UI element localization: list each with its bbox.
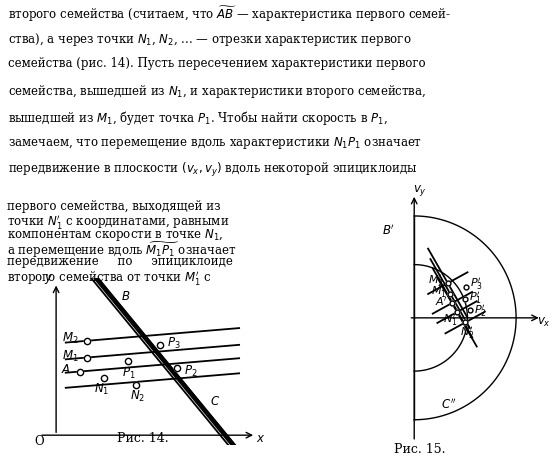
Text: $M_1'$: $M_1'$ xyxy=(431,285,446,300)
Text: $P_1'$: $P_1'$ xyxy=(469,290,482,306)
Text: второго семейства (считаем, что $\widetilde{AB}$ — характеристика первого семей-: второго семейства (считаем, что $\wideti… xyxy=(8,5,451,24)
Text: компонентам скорости в точке $N_1$,: компонентам скорости в точке $N_1$, xyxy=(7,227,223,243)
Text: $v_y$: $v_y$ xyxy=(413,183,427,198)
Text: $P_1$: $P_1$ xyxy=(122,366,135,381)
Text: $v_x$: $v_x$ xyxy=(537,316,551,329)
Text: $N_2$: $N_2$ xyxy=(130,389,146,404)
Text: $A'$: $A'$ xyxy=(436,295,449,308)
Text: семейства, вышедшей из $N_1$, и характеристики второго семейства,: семейства, вышедшей из $N_1$, и характер… xyxy=(8,83,427,100)
Text: $M_2'$: $M_2'$ xyxy=(428,273,444,289)
Text: $B'$: $B'$ xyxy=(382,224,395,238)
Text: $N_2'$: $N_2'$ xyxy=(460,325,475,341)
Text: $M_1$: $M_1$ xyxy=(62,349,79,364)
Text: ства), а через точки $N_1$, $N_2$, ... — отрезки характеристик первого: ства), а через точки $N_1$, $N_2$, ... —… xyxy=(8,31,412,48)
Text: $C$: $C$ xyxy=(210,395,220,408)
Text: $P_2'$: $P_2'$ xyxy=(474,303,487,319)
Text: $M_2$: $M_2$ xyxy=(62,330,79,346)
Text: $N_1'$: $N_1'$ xyxy=(443,312,458,328)
Text: $B$: $B$ xyxy=(122,290,130,302)
Text: точки $N_1'$ с координатами, равными: точки $N_1'$ с координатами, равными xyxy=(7,213,229,231)
Text: $P_3'$: $P_3'$ xyxy=(470,276,483,292)
Text: вышедшей из $M_1$, будет точка $P_1$. Чтобы найти скорость в $P_1$,: вышедшей из $M_1$, будет точка $P_1$. Чт… xyxy=(8,109,388,127)
Text: передвижение     по     эпициклоиде: передвижение по эпициклоиде xyxy=(7,255,233,268)
Text: $P_2$: $P_2$ xyxy=(184,364,198,379)
Text: семейства (рис. 14). Пусть пересечением характеристики первого: семейства (рис. 14). Пусть пересечением … xyxy=(8,56,426,70)
Text: $N_1$: $N_1$ xyxy=(94,382,110,397)
Text: а перемещение вдоль $\widetilde{M_1P_1}$ означает: а перемещение вдоль $\widetilde{M_1P_1}$… xyxy=(7,241,236,260)
Text: второго семейства от точки $M_1'$ с: второго семейства от точки $M_1'$ с xyxy=(7,269,212,286)
Text: $C''$: $C''$ xyxy=(441,397,457,412)
Text: замечаем, что перемещение вдоль характеристики $N_1P_1$ означает: замечаем, что перемещение вдоль характер… xyxy=(8,134,422,151)
Text: первого семейства, выходящей из: первого семейства, выходящей из xyxy=(7,200,221,213)
Text: $x$: $x$ xyxy=(256,432,265,445)
Text: Рис. 14.: Рис. 14. xyxy=(117,432,169,445)
Text: O: O xyxy=(35,436,44,448)
Text: $y$: $y$ xyxy=(44,272,54,286)
Text: передвижение в плоскости $(v_x, v_y)$ вдоль некоторой эпициклоиды: передвижение в плоскости $(v_x, v_y)$ вд… xyxy=(8,161,418,179)
Text: $P_3$: $P_3$ xyxy=(167,336,181,351)
Text: $A$: $A$ xyxy=(61,364,71,376)
Text: Рис. 15.: Рис. 15. xyxy=(394,443,446,456)
